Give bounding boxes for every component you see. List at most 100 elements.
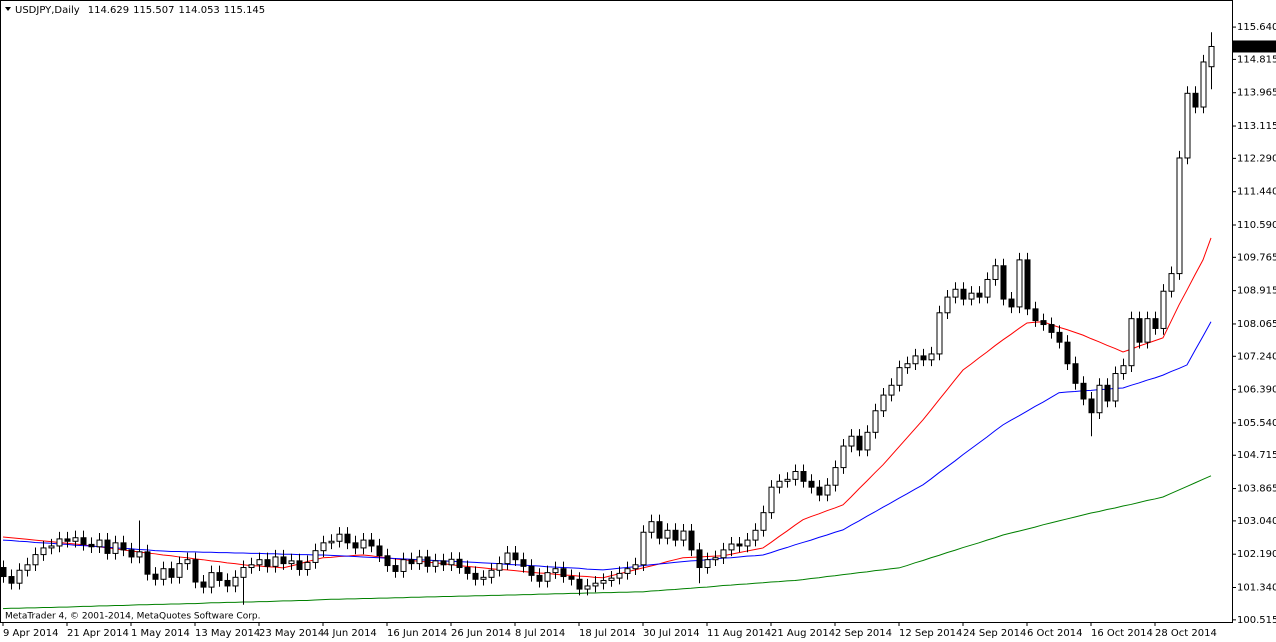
candle-body [1168,273,1175,292]
candle-body [1120,365,1127,375]
candle-body [488,569,495,578]
y-tick-label: 112.290 [1237,153,1276,164]
candle-body [888,384,895,396]
candle-body [800,471,807,482]
x-tick-label: 23 May 2014 [259,628,324,639]
candle-body [784,478,791,482]
candle-body [592,582,599,587]
candle-body [352,542,359,549]
candle-body [1208,45,1215,68]
candle-body [200,581,207,588]
candle-body [528,565,535,576]
x-tick-label: 28 Oct 2014 [1155,628,1217,639]
candle-body [112,542,119,554]
candle-body [912,355,919,365]
candle-body [1040,320,1047,326]
candle-body [512,552,519,561]
candle-body [736,543,743,547]
candle-body [864,431,871,451]
candle-body [104,539,111,554]
x-tick-label: 6 Oct 2014 [1027,628,1082,639]
candle-body [360,539,367,549]
candle-body [632,564,639,570]
candle-body [304,561,311,570]
candle-body [400,559,407,572]
candle-body [848,435,855,447]
x-tick-label: 21 Apr 2014 [67,628,129,639]
candle-body [256,559,263,566]
candle-body [96,539,103,548]
candle-body [264,559,271,567]
candle-body [880,394,887,412]
header-high: 115.507 [133,5,174,16]
candle-body [120,542,127,551]
menu-arrow[interactable] [5,7,11,11]
candle-body [856,435,863,451]
candle-body [216,572,223,581]
candle-body [288,560,295,565]
y-tick-label: 107.240 [1237,351,1276,362]
x-tick-label: 8 Jul 2014 [515,628,565,639]
y-tick-label: 103.865 [1237,484,1276,495]
x-tick-label: 30 Jul 2014 [643,628,700,639]
candle-body [728,543,735,551]
candle-body [920,355,927,361]
candle-body [160,568,167,580]
candle-body [64,538,71,542]
plot-frame [0,0,1233,623]
candle-body [1016,259,1023,308]
candle-body [664,529,671,539]
y-tick-label: 108.065 [1237,319,1276,330]
candle-body [440,560,447,566]
candle-body [680,530,687,541]
x-tick-label: 12 Sep 2014 [899,628,962,639]
candle-body [1200,61,1207,108]
x-tick-label: 26 Jun 2014 [451,628,511,639]
candle-body [48,545,55,549]
moving-average [2,321,1212,571]
candle-body [696,549,703,569]
candle-body [648,521,655,533]
header-low: 114.053 [178,5,219,16]
candle-body [1136,318,1143,343]
y-tick-label: 114.815 [1237,54,1276,65]
moving-average [2,475,1212,610]
copyright: MetaTrader 4, © 2001-2014, MetaQuotes So… [5,612,261,622]
candle-body [1024,259,1031,310]
candle-body [136,551,143,558]
candle-body [984,278,991,298]
candle-body [16,569,23,584]
candle-body [464,567,471,574]
candle-body [8,576,15,584]
x-tick-label: 16 Jun 2014 [387,628,447,639]
candle-body [1128,318,1135,367]
candle-body [928,353,935,361]
candle-body [568,576,575,580]
candle-body [224,579,231,587]
candle-body [520,559,527,567]
candle-body [952,288,959,298]
y-tick-label: 106.390 [1237,385,1276,396]
candle-body [776,480,783,488]
price-label: 115.145 [1237,41,1276,52]
candle-body [1064,341,1071,365]
candle-body [240,567,247,578]
candle-body [72,537,79,542]
candle-body [80,537,87,545]
candle-body [40,547,47,556]
candle-body [760,512,767,531]
candle-body [816,486,823,496]
candle-body [408,559,415,565]
candle-body [968,292,975,300]
price-label-box [1233,40,1276,53]
candle-body [1072,363,1079,384]
x-tick-label: 13 May 2014 [195,628,260,639]
candle-body [1176,157,1183,275]
candle-body [88,543,95,548]
candle-body [640,531,647,566]
y-tick-label: 102.190 [1237,549,1276,560]
candle-body [152,573,159,580]
y-tick-label: 108.915 [1237,286,1276,297]
x-tick-label: 21 Aug 2014 [771,628,835,639]
